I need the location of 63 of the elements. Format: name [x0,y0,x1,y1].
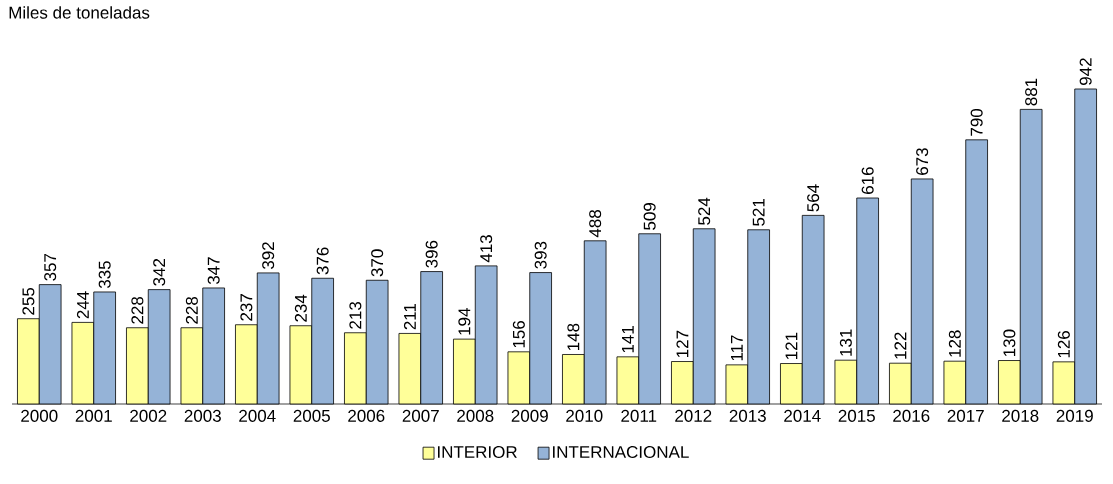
x-tick-label: 2013 [729,409,766,422]
data-label: 122 [894,332,907,359]
x-tick-label: 2007 [402,409,439,422]
x-tick-label: 2008 [457,409,494,422]
data-label: 234 [294,294,307,322]
data-label: 342 [153,258,166,286]
data-label: 564 [807,184,820,212]
data-label: 392 [262,242,275,270]
x-tick-label: 2004 [239,409,276,422]
x-tick-label: 2009 [511,409,548,422]
legend-label: INTERNACIONAL [553,445,689,459]
data-label: 127 [676,330,689,358]
x-tick-label: 2017 [947,409,984,422]
x-tick-label: 2005 [293,409,330,422]
x-tick-label: 2002 [130,409,167,422]
x-tick-label: 2003 [184,409,221,422]
data-label: 673 [916,148,929,175]
data-label: 211 [403,303,416,330]
x-tick-label: 2014 [784,409,821,422]
x-tick-label: 2000 [21,409,58,422]
x-tick-label: 2015 [838,409,875,422]
data-label: 942 [1079,58,1092,85]
x-tick-label: 2006 [348,409,385,422]
x-tick-label: 2012 [675,409,712,422]
data-label: 117 [731,335,743,361]
data-label: 393 [534,241,547,269]
data-label: 228 [185,296,198,324]
x-tick-label: 2010 [566,409,603,422]
data-label: 347 [207,257,220,285]
y-axis-title: Miles de toneladas [9,6,150,19]
data-label: 156 [512,321,525,348]
legend-label: INTERIOR [438,445,517,459]
x-tick-label: 2018 [1002,409,1039,422]
data-label: 244 [76,291,89,319]
data-label: 396 [425,240,438,268]
data-label: 126 [1057,331,1070,358]
data-label: 131 [839,329,852,356]
data-label: 376 [316,247,329,275]
data-label: 524 [698,197,711,225]
data-label: 616 [861,167,874,194]
x-tick-label: 2001 [75,409,112,422]
data-label: 148 [567,323,580,350]
data-label: 413 [480,235,493,263]
x-tick-label: 2016 [893,409,930,422]
data-label: 213 [349,301,362,329]
data-label: 128 [948,330,961,357]
data-label: 255 [22,287,35,315]
data-label: 121 [785,332,798,360]
data-label: 790 [970,108,983,136]
data-label: 521 [752,199,765,226]
data-label: 228 [131,296,144,324]
data-label: 881 [1025,78,1038,106]
x-tick-label: 2011 [621,409,657,422]
data-label: 357 [44,253,57,281]
data-label: 488 [589,209,602,238]
data-label: 130 [1003,329,1016,357]
data-label: 370 [371,249,384,277]
data-label: 509 [643,203,656,230]
data-label: 335 [98,261,111,289]
data-label: 237 [240,294,253,321]
data-label: 141 [622,326,634,353]
x-tick-label: 2019 [1056,409,1093,422]
data-label: 194 [458,308,471,335]
